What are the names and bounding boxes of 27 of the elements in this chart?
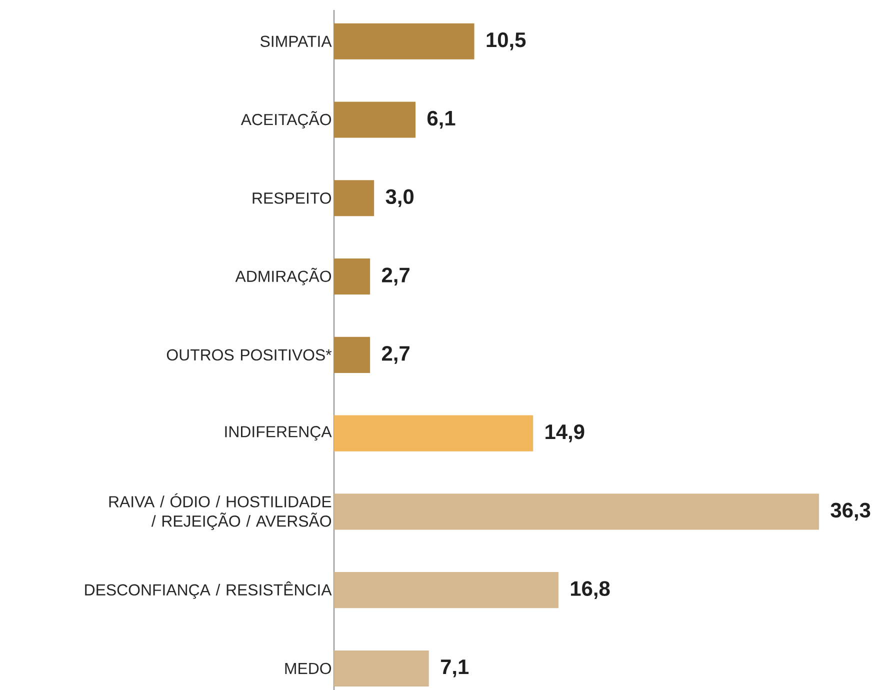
y-tick-label: ACEITAÇÃO [240,111,332,128]
data-label: 6,1 [427,110,456,129]
data-label: 14,9 [546,424,584,442]
y-tick-label: OUTROS POSITIVOS* [166,349,332,361]
y-tick-label: INDIFERENÇA [225,426,332,441]
bar [334,180,374,216]
data-label: 36,3 [830,502,870,521]
bar [334,23,474,60]
data-label: 2,7 [382,346,410,364]
bar [334,336,370,373]
data-label: 7,1 [440,660,469,678]
y-tick-label: ADMIRAÇÃO [235,268,332,286]
bar [334,415,534,452]
bar [334,102,416,138]
bar [334,258,370,295]
y-tick-label: MEDO [285,662,332,674]
data-label: 16,8 [570,581,610,600]
data-label: 3,0 [386,189,414,208]
bar [334,494,820,530]
y-tick-label: SIMPATIA [260,36,332,47]
data-label: 10,5 [486,32,526,50]
bar [334,572,558,608]
y-tick-label: RESPEITO [252,192,332,204]
y-tick-label: DESCONFIANÇA / RESISTÊNCIA [85,581,332,599]
data-label: 2,7 [382,268,410,286]
bar [334,650,429,687]
y-tick-label: RAIVA / ÓDIO / HOSTILIDADE / REJEIÇÃO / AVERSÃO [109,493,332,530]
